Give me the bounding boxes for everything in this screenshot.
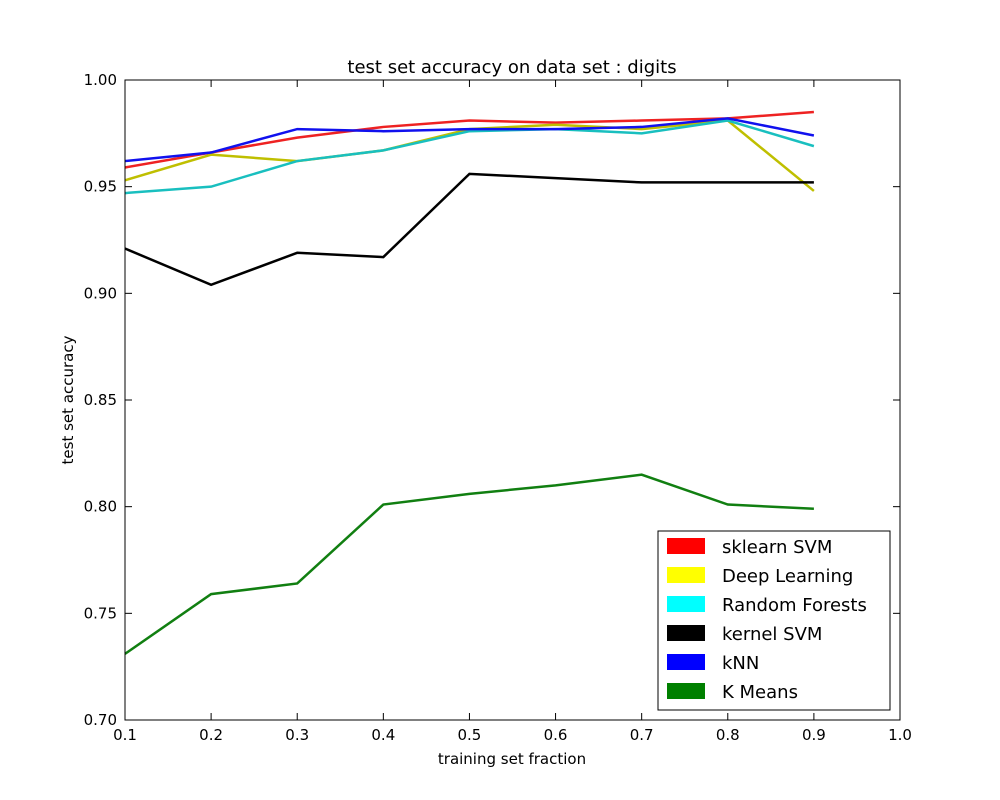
y-tick-label: 0.95	[84, 178, 117, 196]
legend-swatch-knn	[667, 654, 705, 670]
legend-swatch-deep-learning	[667, 567, 705, 583]
legend-label-kernel-svm: kernel SVM	[722, 624, 822, 645]
legend-label-sklearn-svm: sklearn SVM	[722, 537, 832, 558]
legend-swatch-k-means	[667, 683, 705, 699]
y-tick-label: 1.00	[84, 71, 117, 89]
chart-title: test set accuracy on data set : digits	[347, 57, 676, 78]
x-tick-label: 0.9	[802, 726, 826, 744]
x-tick-label: 0.8	[716, 726, 740, 744]
legend-box	[657, 530, 891, 711]
series-line-knn	[124, 117, 815, 163]
legend-swatch-sklearn-svm	[667, 538, 705, 554]
y-axis-ticks: 0.70 0.75 0.80 0.85 0.90 0.95 1.00	[84, 71, 900, 729]
legend-label-random-forests: Random Forests	[722, 595, 867, 616]
x-tick-label: 1.0	[888, 726, 912, 744]
x-tick-label: 0.1	[113, 726, 137, 744]
x-tick-label: 0.7	[630, 726, 654, 744]
x-tick-label: 0.6	[544, 726, 568, 744]
x-axis-label: training set fraction	[438, 750, 586, 768]
x-axis-ticks: 0.1 0.2 0.3 0.4 0.5 0.6 0.7 0.8 0.9 1.0	[113, 80, 912, 744]
legend-label-deep-learning: Deep Learning	[722, 566, 853, 587]
y-tick-label: 0.75	[84, 604, 117, 622]
y-tick-label: 0.70	[84, 711, 117, 729]
legend-label-k-means: K Means	[722, 682, 798, 703]
y-axis-label: test set accuracy	[59, 335, 77, 464]
x-tick-label: 0.5	[458, 726, 482, 744]
legend-label-knn: kNN	[722, 653, 759, 674]
x-tick-label: 0.4	[371, 726, 395, 744]
series-line-random-forests	[124, 119, 815, 195]
series-line-k-means	[124, 473, 814, 655]
legend-swatch-kernel-svm	[667, 625, 705, 641]
y-tick-label: 0.85	[84, 391, 117, 409]
y-tick-label: 0.80	[84, 498, 117, 516]
x-tick-label: 0.2	[199, 726, 223, 744]
series-layer	[124, 110, 815, 655]
legend: sklearn SVM Deep Learning Random Forests ke…	[657, 530, 891, 711]
y-tick-label: 0.90	[84, 284, 117, 302]
x-tick-label: 0.3	[285, 726, 309, 744]
series-line-sklearn-svm	[124, 110, 814, 169]
legend-swatch-random-forests	[667, 596, 705, 612]
series-line-kernel-svm	[124, 172, 814, 287]
